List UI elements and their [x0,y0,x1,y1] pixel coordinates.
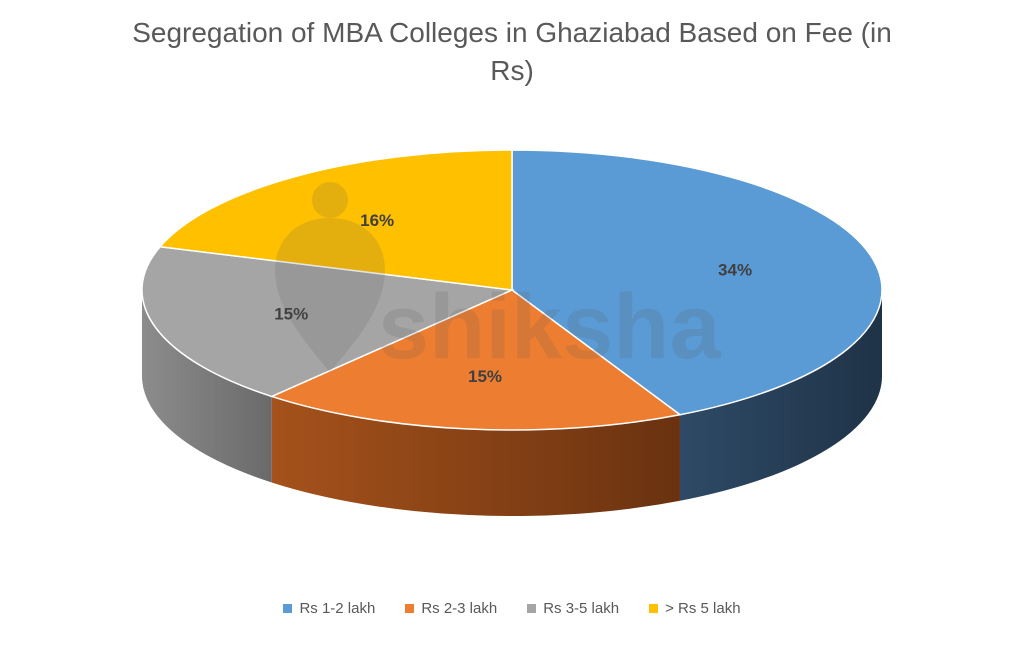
chart-title: Segregation of MBA Colleges in Ghaziabad… [0,14,1024,90]
pie-slice-3[interactable] [158,149,513,291]
pie-slice-2[interactable] [141,245,515,398]
pie-side-2 [142,290,272,483]
legend-swatch [649,604,659,613]
legend-swatch [527,604,537,613]
legend-swatch [283,604,293,613]
legend-swatch [405,604,415,613]
pie-slice-0[interactable] [511,149,883,416]
data-label-3: 16% [360,211,394,230]
pie-data-labels: 34% 15% 15% 16% [274,211,752,386]
legend-label: Rs 3-5 lakh [543,600,620,617]
chart-legend: Rs 1-2 lakh Rs 2-3 lakh Rs 3-5 lakh > Rs… [0,600,1024,617]
chart-title-line2: Rs) [490,55,534,86]
pie-side-1 [271,396,680,516]
pie-side-0 [679,290,882,501]
legend-item-rs-1-2-lakh: Rs 1-2 lakh [283,600,375,617]
data-label-2: 15% [274,305,308,324]
data-label-1: 15% [468,367,502,386]
pie-slice-1[interactable] [269,289,682,431]
legend-item-rs-3-5-lakh: Rs 3-5 lakh [527,600,619,617]
pie-slices [141,149,883,431]
chart-title-line1: Segregation of MBA Colleges in Ghaziabad… [132,17,892,48]
legend-label: Rs 2-3 lakh [421,600,498,617]
legend-label: Rs 1-2 lakh [299,600,376,617]
legend-label: > Rs 5 lakh [665,600,741,617]
legend-item-rs-2-3-lakh: Rs 2-3 lakh [405,600,497,617]
legend-item-above-rs-5-lakh: > Rs 5 lakh [649,600,741,617]
data-label-0: 34% [718,261,752,280]
pie-side-walls [142,290,882,516]
